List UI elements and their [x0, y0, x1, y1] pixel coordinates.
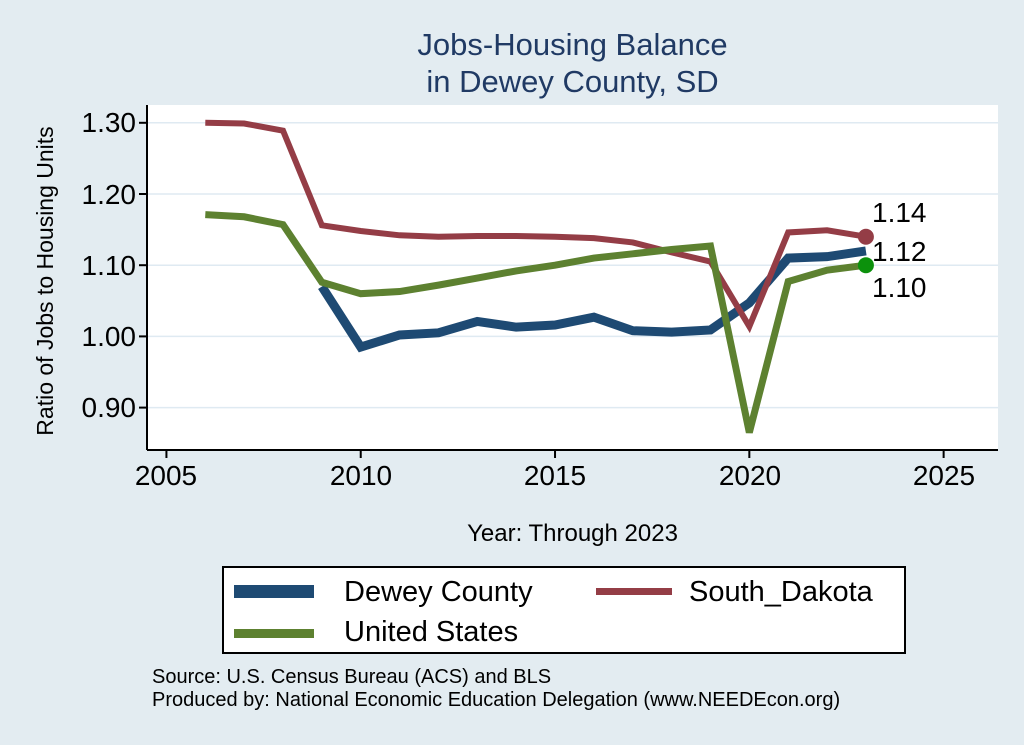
legend: Dewey County South_Dakota United States — [222, 566, 906, 654]
plot-area — [147, 105, 998, 450]
plot-svg — [139, 105, 998, 458]
end-marker-south-dakota — [857, 228, 874, 245]
series-line-south-dakota — [205, 119, 867, 334]
x-tick-label: 2020 — [718, 460, 782, 491]
y-tick-label: 1.10 — [81, 250, 137, 281]
legend-label-united-states: United States — [344, 616, 519, 648]
y-tick-label: 1.00 — [81, 321, 137, 352]
end-value-label-united-states: 1.10 — [872, 272, 927, 303]
x-axis-title: Year: Through 2023 — [467, 520, 678, 547]
end-value-label-south-dakota: 1.14 — [872, 197, 927, 228]
source-note: Source: U.S. Census Bureau (ACS) and BLS — [152, 666, 552, 688]
y-tick-label: 1.30 — [81, 107, 137, 138]
end-value-label-dewey-county: 1.12 — [872, 236, 927, 267]
legend-swatch-south-dakota — [596, 588, 672, 595]
chart-title: Jobs-Housing Balance in Dewey County, SD — [147, 26, 998, 100]
chart-title-line2: in Dewey County, SD — [426, 64, 719, 99]
series-line-dewey-county — [318, 246, 867, 353]
footer-notes: Source: U.S. Census Bureau (ACS) and BLS… — [152, 666, 1012, 712]
x-tick-label: 2005 — [134, 460, 198, 491]
x-tick-label: 2025 — [912, 460, 976, 491]
y-tick-label: 0.90 — [81, 392, 137, 423]
legend-swatch-united-states — [234, 629, 314, 638]
produced-by-note: Produced by: National Economic Education… — [152, 689, 841, 711]
x-tick-label: 2015 — [523, 460, 587, 491]
y-tick-label: 1.20 — [81, 179, 137, 210]
legend-label-dewey-county: Dewey County — [344, 576, 533, 608]
series-line-united-states — [205, 211, 867, 434]
end-marker-united-states — [857, 257, 874, 274]
x-tick-label: 2010 — [329, 460, 393, 491]
legend-swatch-dewey-county — [234, 585, 314, 598]
legend-label-south-dakota: South_Dakota — [689, 576, 873, 608]
chart-title-line1: Jobs-Housing Balance — [417, 27, 728, 62]
